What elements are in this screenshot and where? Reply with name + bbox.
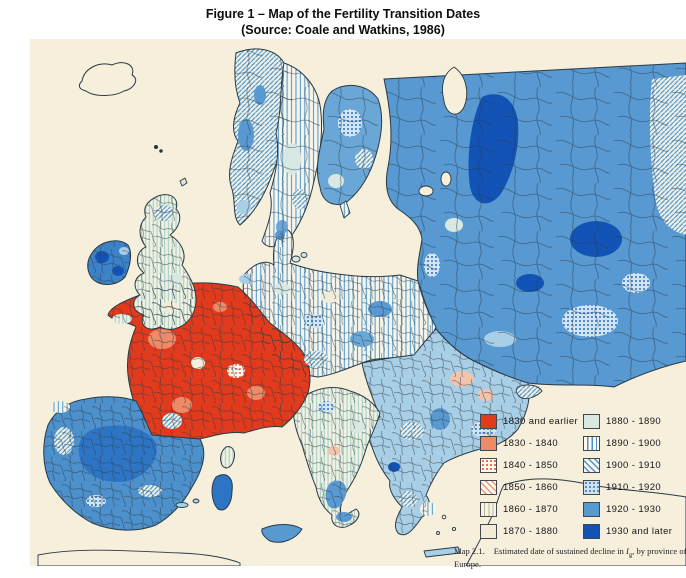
legend-swatch bbox=[583, 436, 600, 451]
aegean-island bbox=[436, 531, 440, 535]
legend-item: 1910 - 1920 bbox=[583, 480, 672, 495]
map-detail-overlays bbox=[37, 66, 543, 566]
caption-text-after: , by province of Europe. bbox=[454, 546, 686, 569]
legend-item: 1890 - 1900 bbox=[583, 436, 672, 451]
legend-item: 1860 - 1870 bbox=[480, 502, 578, 517]
figure-title-line2: (Source: Coale and Watkins, 1986) bbox=[241, 23, 445, 37]
figure-title: Figure 1 – Map of the Fertility Transiti… bbox=[0, 6, 686, 38]
legend-swatch bbox=[583, 480, 600, 495]
legend-item: 1920 - 1930 bbox=[583, 502, 672, 517]
legend-swatch bbox=[480, 414, 497, 429]
figure-title-line1: Figure 1 – Map of the Fertility Transiti… bbox=[205, 7, 481, 21]
legend-swatch bbox=[480, 524, 497, 539]
lake-onega bbox=[440, 171, 452, 187]
legend-swatch bbox=[480, 436, 497, 451]
aegean-island bbox=[441, 514, 447, 520]
europe-map-svg bbox=[30, 39, 686, 566]
island-menorca bbox=[192, 498, 200, 504]
legend-item: 1900 - 1910 bbox=[583, 458, 672, 473]
caption-map-number: Map 2.1. bbox=[454, 546, 485, 556]
legend-item: 1830 - 1840 bbox=[480, 436, 578, 451]
region-crimea bbox=[515, 384, 543, 400]
caption-text-before: Estimated date of sustained decline in bbox=[493, 546, 627, 556]
lake-ladoga bbox=[418, 185, 434, 197]
island-crete bbox=[423, 546, 461, 558]
white-sea bbox=[442, 66, 468, 115]
island-faroe bbox=[153, 144, 159, 150]
legend-item: 1840 - 1850 bbox=[480, 458, 578, 473]
caption-symbol-subscript: g bbox=[628, 551, 633, 559]
caption-symbol-Ig: I bbox=[626, 546, 629, 556]
danish-island bbox=[300, 252, 308, 258]
legend-swatch bbox=[583, 502, 600, 517]
legend-swatch bbox=[480, 480, 497, 495]
legend-swatch bbox=[480, 458, 497, 473]
legend-item: 1930 and later bbox=[583, 524, 672, 539]
region-sardinia bbox=[211, 474, 233, 511]
map-source-caption: Map 2.1. Estimated date of sustained decl… bbox=[454, 546, 686, 569]
legend-item: 1850 - 1860 bbox=[480, 480, 578, 495]
legend-column-early: 1830 and earlier 1830 - 1840 1840 - 1850… bbox=[480, 414, 578, 539]
aegean-island bbox=[451, 526, 457, 532]
island-mallorca bbox=[175, 502, 189, 508]
legend-swatch bbox=[583, 414, 600, 429]
legend-swatch bbox=[480, 502, 497, 517]
danish-island bbox=[291, 255, 301, 263]
legend-item: 1880 - 1890 bbox=[583, 414, 672, 429]
legend-swatch bbox=[583, 458, 600, 473]
legend-item: 1870 - 1880 bbox=[480, 524, 578, 539]
legend-column-late: 1880 - 1890 1890 - 1900 1900 - 1910 1910… bbox=[583, 414, 672, 539]
island-shetland bbox=[179, 177, 188, 187]
legend-item: 1830 and earlier bbox=[480, 414, 578, 429]
island-faroe bbox=[159, 149, 163, 153]
island-gotland bbox=[339, 200, 351, 219]
north-africa-coast bbox=[37, 549, 241, 566]
europe-map-scan: 1830 and earlier 1830 - 1840 1840 - 1850… bbox=[30, 39, 686, 569]
legend-swatch bbox=[583, 524, 600, 539]
